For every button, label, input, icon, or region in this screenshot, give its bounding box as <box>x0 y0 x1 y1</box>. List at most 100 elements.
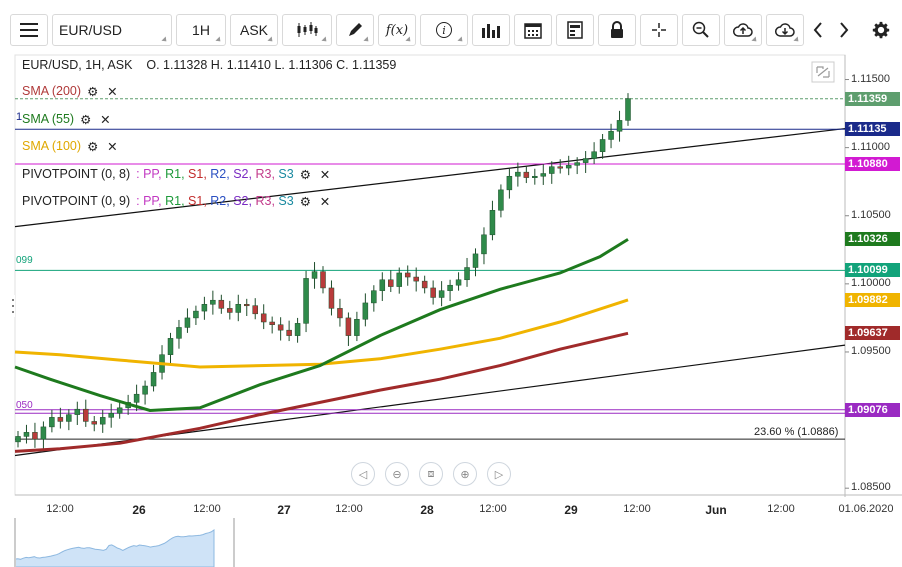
price-tag: 1.09637 <box>845 326 900 341</box>
legend-pivotpoint-8[interactable]: PIVOTPOINT (0, 8) : PP, R1, S1, R2, S2, … <box>22 166 334 182</box>
candle <box>515 171 521 177</box>
close-icon[interactable]: ✕ <box>107 140 118 154</box>
candle <box>167 338 174 355</box>
scroll-right-button[interactable] <box>832 14 856 46</box>
price-tick: 1.08500 <box>851 481 891 494</box>
candle <box>260 313 267 323</box>
indicators-button[interactable]: f(x) <box>378 14 416 46</box>
calendar-button[interactable] <box>514 14 552 46</box>
price-tick: 1.10500 <box>851 208 891 221</box>
candle <box>23 432 30 437</box>
fib-label: 23.60 % (1.0886) <box>754 426 839 438</box>
cloud-download-icon <box>775 23 795 37</box>
zoom-out-button[interactable]: ⊖ <box>385 462 409 486</box>
crosshair-button[interactable] <box>640 14 678 46</box>
zoom-icon <box>692 21 709 38</box>
template-icon <box>567 21 583 39</box>
gear-icon[interactable]: ⚙ <box>87 85 99 99</box>
candle <box>413 276 419 282</box>
candle <box>210 299 216 305</box>
sma55-line-stub: 1 <box>16 111 23 123</box>
close-icon[interactable]: ✕ <box>319 168 331 182</box>
candle <box>455 279 462 286</box>
nav-next-button[interactable]: ▷ <box>487 462 511 486</box>
candle <box>49 417 55 428</box>
download-button[interactable] <box>766 14 804 46</box>
candle <box>99 417 106 425</box>
pivot-level-r3: R3, <box>255 167 279 181</box>
gear-icon[interactable]: ⚙ <box>87 140 99 154</box>
candle <box>362 302 369 320</box>
close-icon[interactable]: ✕ <box>100 113 111 127</box>
price-side-selector[interactable]: ASK <box>230 14 278 46</box>
candle <box>379 279 386 291</box>
candle <box>150 372 157 387</box>
close-icon[interactable]: ✕ <box>107 85 118 99</box>
chevron-right-icon <box>840 22 849 38</box>
candle <box>303 278 309 324</box>
chart-type-button[interactable] <box>282 14 332 46</box>
legend-label: PIVOTPOINT (0, 9) <box>22 194 131 208</box>
pivot-level-s1: S1, <box>188 194 211 208</box>
candle <box>599 139 606 152</box>
settings-button[interactable] <box>866 14 896 46</box>
pivot-level-s2: S2, <box>233 167 256 181</box>
reset-button[interactable]: ⧈ <box>419 462 443 486</box>
zoom-in-button[interactable]: ⊕ <box>453 462 477 486</box>
upload-button[interactable] <box>724 14 762 46</box>
cloud-upload-icon <box>733 23 753 37</box>
pivot-level-r2: R2, <box>210 194 234 208</box>
candle <box>404 272 411 278</box>
trend-line-upper <box>14 127 846 228</box>
pivot-level-r1: R1, <box>165 167 189 181</box>
lock-button[interactable] <box>598 14 636 46</box>
timeframe-selector[interactable]: 1H <box>176 14 226 46</box>
scroll-left-button[interactable] <box>806 14 830 46</box>
candle <box>430 287 436 298</box>
candle <box>235 304 242 313</box>
sma-200-line <box>14 331 629 453</box>
price-tick: 1.09500 <box>851 344 891 357</box>
gear-icon[interactable]: ⚙ <box>80 113 92 127</box>
candle <box>91 421 97 425</box>
candle <box>616 120 623 132</box>
price-tag: 1.09882 <box>845 292 900 307</box>
candle <box>328 287 335 309</box>
legend-sma-100[interactable]: SMA (100) ⚙ ✕ <box>22 138 121 154</box>
candle <box>540 173 547 177</box>
close-icon[interactable]: ✕ <box>319 195 331 209</box>
chart-toolbar: EUR/USD 1H ASK f(x) i <box>0 0 902 60</box>
menu-button[interactable] <box>10 14 48 46</box>
info-icon: i <box>436 22 452 38</box>
template-button[interactable] <box>556 14 594 46</box>
crosshair-icon <box>652 23 666 37</box>
volume-button[interactable] <box>472 14 510 46</box>
gear-icon[interactable]: ⚙ <box>299 195 311 209</box>
candles-icon <box>297 22 318 37</box>
legend-sma-55[interactable]: SMA (55) ⚙ ✕ <box>22 111 114 127</box>
candle <box>337 308 343 319</box>
gear-icon[interactable]: ⚙ <box>299 168 311 182</box>
time-tick: 12:00 <box>767 503 795 515</box>
legend-sma-200[interactable]: SMA (200) ⚙ ✕ <box>22 83 121 99</box>
ohlc-readout: EUR/USD, 1H, ASK O. 1.11328 H. 1.11410 L… <box>22 58 397 72</box>
legend-pivotpoint-9[interactable]: PIVOTPOINT (0, 9) : PP, R1, S1, R2, S2, … <box>22 193 334 209</box>
symbol-selector[interactable]: EUR/USD <box>52 14 172 46</box>
lock-icon <box>611 21 623 38</box>
pivot-levels: : PP, R1, S1, R2, S2, R3, S3 <box>136 194 294 208</box>
candle <box>557 166 563 169</box>
candle <box>464 267 470 281</box>
time-tick: Jun <box>705 503 727 517</box>
candle <box>472 253 479 268</box>
zoom-button[interactable] <box>682 14 720 46</box>
gear-icon <box>872 21 890 39</box>
pencil-icon <box>349 23 362 36</box>
candle <box>345 317 352 336</box>
candle <box>532 175 538 178</box>
info-button[interactable]: i <box>420 14 468 46</box>
nav-prev-button[interactable]: ◁ <box>351 462 375 486</box>
candle <box>218 299 225 309</box>
price-tag: 1.11359 <box>845 91 900 106</box>
draw-tools-button[interactable] <box>336 14 374 46</box>
